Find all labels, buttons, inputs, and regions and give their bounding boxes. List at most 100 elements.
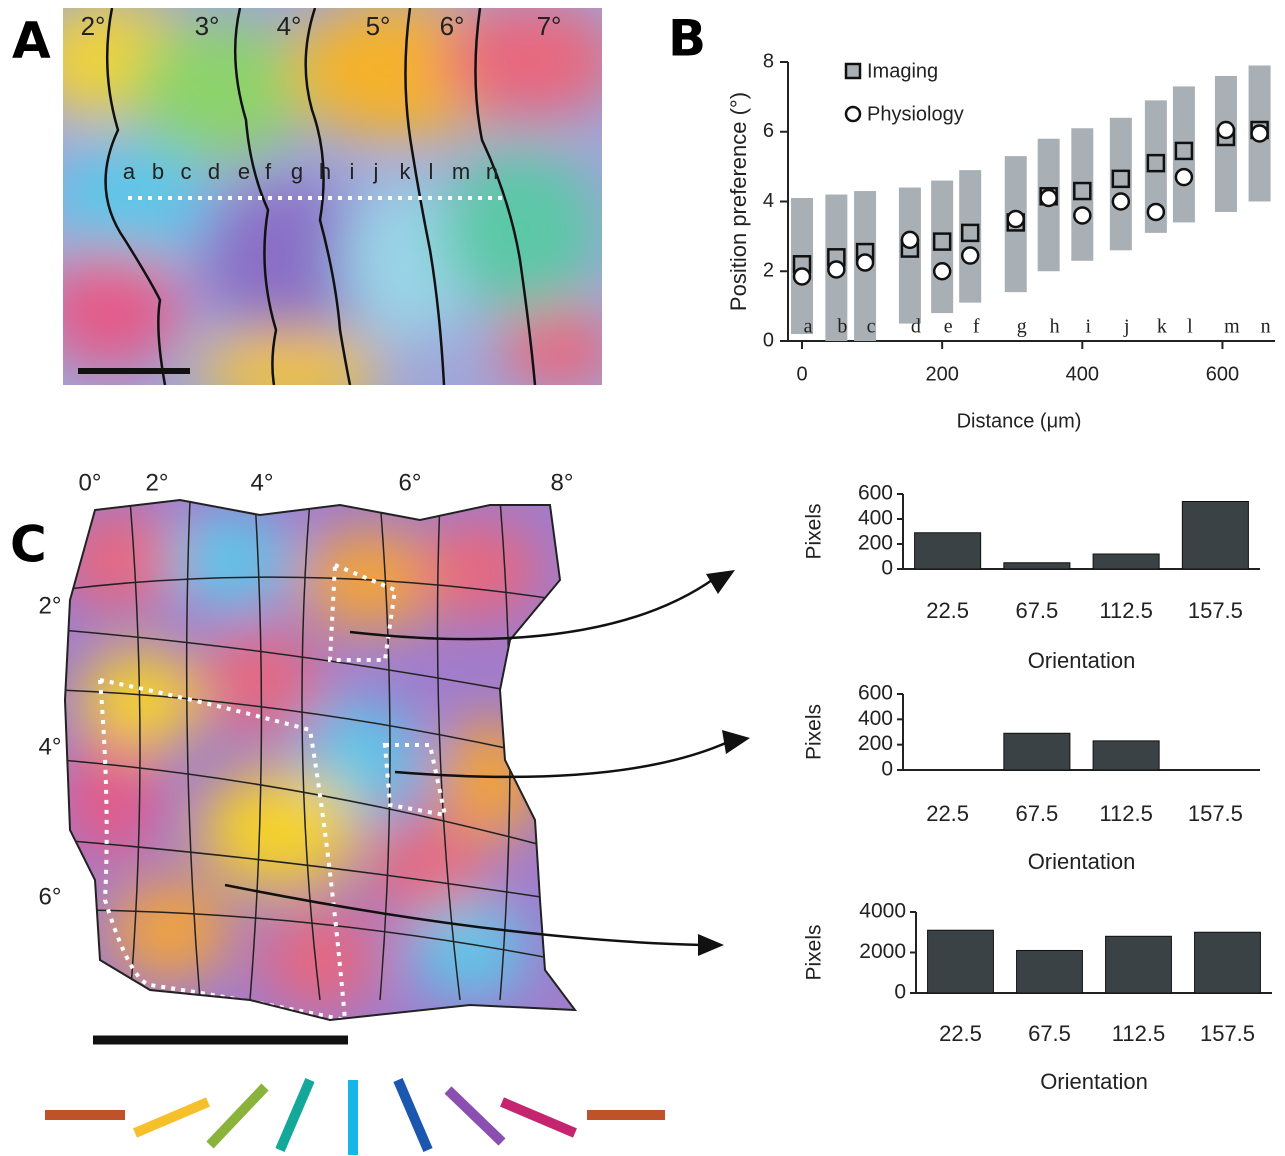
degree-label: 7°: [537, 11, 562, 41]
point-label: g: [1017, 316, 1027, 338]
site-label: l: [429, 159, 434, 184]
x-tick-label: 112.5: [1112, 1021, 1165, 1046]
x-tick-label: 157.5: [1200, 1021, 1255, 1046]
arrowhead: [722, 730, 750, 754]
x-tick-label: 0: [796, 363, 807, 385]
y-tick-label: 0: [894, 981, 906, 1004]
degree-label: 4°: [251, 469, 274, 496]
degree-label: 0°: [79, 469, 102, 496]
point-label: h: [1050, 316, 1060, 338]
physiology-marker: [1041, 190, 1057, 206]
physiology-marker: [1252, 125, 1268, 141]
point-label: n: [1261, 316, 1271, 338]
point-label: l: [1187, 316, 1193, 338]
figure: A B C 2°3°4°5°6°7°abcdefghijklmn0°2°4°6°…: [0, 0, 1285, 1156]
y-tick-label: 0: [881, 758, 893, 781]
degree-label: 2°: [146, 469, 169, 496]
site-label: m: [452, 159, 470, 184]
degree-label: 2°: [81, 11, 106, 41]
physiology-marker: [1113, 194, 1129, 210]
point-label: d: [911, 316, 921, 338]
map-a: [30, 0, 620, 410]
site-label: k: [400, 159, 412, 184]
physiology-marker: [934, 263, 950, 279]
physiology-marker: [857, 255, 873, 271]
site-label: c: [181, 159, 192, 184]
site-label: e: [238, 159, 250, 184]
point-label: m: [1224, 316, 1240, 338]
point-label: c: [867, 316, 876, 338]
degree-label: 6°: [39, 883, 62, 910]
y-tick-label: 600: [858, 682, 893, 705]
site-label: n: [486, 159, 498, 184]
x-tick-label: 22.5: [926, 598, 969, 623]
point-label: f: [973, 316, 980, 338]
x-tick-label: 22.5: [926, 801, 969, 826]
degree-label: 6°: [440, 11, 465, 41]
legend-swatch: [846, 64, 860, 78]
site-label: j: [373, 159, 379, 184]
y-tick-label: 400: [858, 707, 893, 730]
y-tick-label: 2000: [859, 940, 906, 963]
point-label: k: [1157, 316, 1167, 338]
site-label: d: [208, 159, 220, 184]
y-axis-label: Position preference (°): [726, 92, 751, 311]
x-tick-label: 400: [1066, 363, 1099, 385]
physiology-marker: [1074, 207, 1090, 223]
bar: [928, 930, 994, 993]
bar: [1093, 554, 1159, 569]
degree-label: 2°: [39, 592, 62, 619]
y-axis-label: Pixels: [803, 704, 826, 760]
arrowhead: [698, 934, 724, 956]
degree-label: 4°: [277, 11, 302, 41]
legend-swatch: [846, 107, 860, 121]
physiology-marker: [828, 262, 844, 278]
y-tick-label: 200: [858, 532, 893, 555]
x-tick-label: 112.5: [1099, 598, 1152, 623]
degree-label: 6°: [399, 469, 422, 496]
site-label: i: [350, 159, 355, 184]
bar: [1017, 950, 1083, 993]
panel-label: B: [668, 10, 706, 68]
x-tick-label: 67.5: [1028, 1021, 1071, 1046]
bar: [1004, 563, 1070, 569]
x-tick-label: 157.5: [1188, 801, 1243, 826]
physiology-marker: [1148, 204, 1164, 220]
y-tick-label: 200: [858, 732, 893, 755]
point-label: i: [1086, 316, 1092, 338]
orientation-key: [45, 1080, 665, 1155]
site-label: b: [152, 159, 164, 184]
point-label: j: [1123, 316, 1130, 338]
x-axis-label: Orientation: [1028, 648, 1136, 673]
site-label: f: [265, 159, 272, 184]
x-tick-label: 67.5: [1015, 801, 1058, 826]
imaging-marker: [1148, 155, 1164, 171]
physiology-marker: [794, 268, 810, 284]
x-tick-label: 112.5: [1099, 801, 1152, 826]
y-axis-label: Pixels: [803, 503, 826, 559]
x-axis-label: Distance (μm): [957, 410, 1082, 432]
imaging-marker: [934, 234, 950, 250]
map-c: [60, 495, 580, 1025]
imaging-marker: [962, 225, 978, 241]
x-tick-label: 67.5: [1015, 598, 1058, 623]
panel-label: C: [10, 516, 47, 574]
physiology-marker: [1218, 122, 1234, 138]
legend-label: Imaging: [867, 60, 938, 82]
x-tick-label: 22.5: [939, 1021, 982, 1046]
y-axis-label: Pixels: [803, 924, 826, 980]
y-tick-label: 2: [763, 260, 774, 282]
bar: [1004, 733, 1070, 770]
degree-label: 8°: [551, 469, 574, 496]
y-tick-label: 400: [858, 507, 893, 530]
y-tick-label: 0: [763, 329, 774, 351]
y-tick-label: 0: [881, 557, 893, 580]
degree-label: 4°: [39, 733, 62, 760]
y-tick-label: 8: [763, 50, 774, 72]
imaging-marker: [1113, 171, 1129, 187]
imaging-marker: [1074, 183, 1090, 199]
point-label: b: [837, 316, 847, 338]
bar: [1093, 741, 1159, 770]
point-label: e: [944, 316, 953, 338]
x-axis-label: Orientation: [1040, 1069, 1148, 1094]
